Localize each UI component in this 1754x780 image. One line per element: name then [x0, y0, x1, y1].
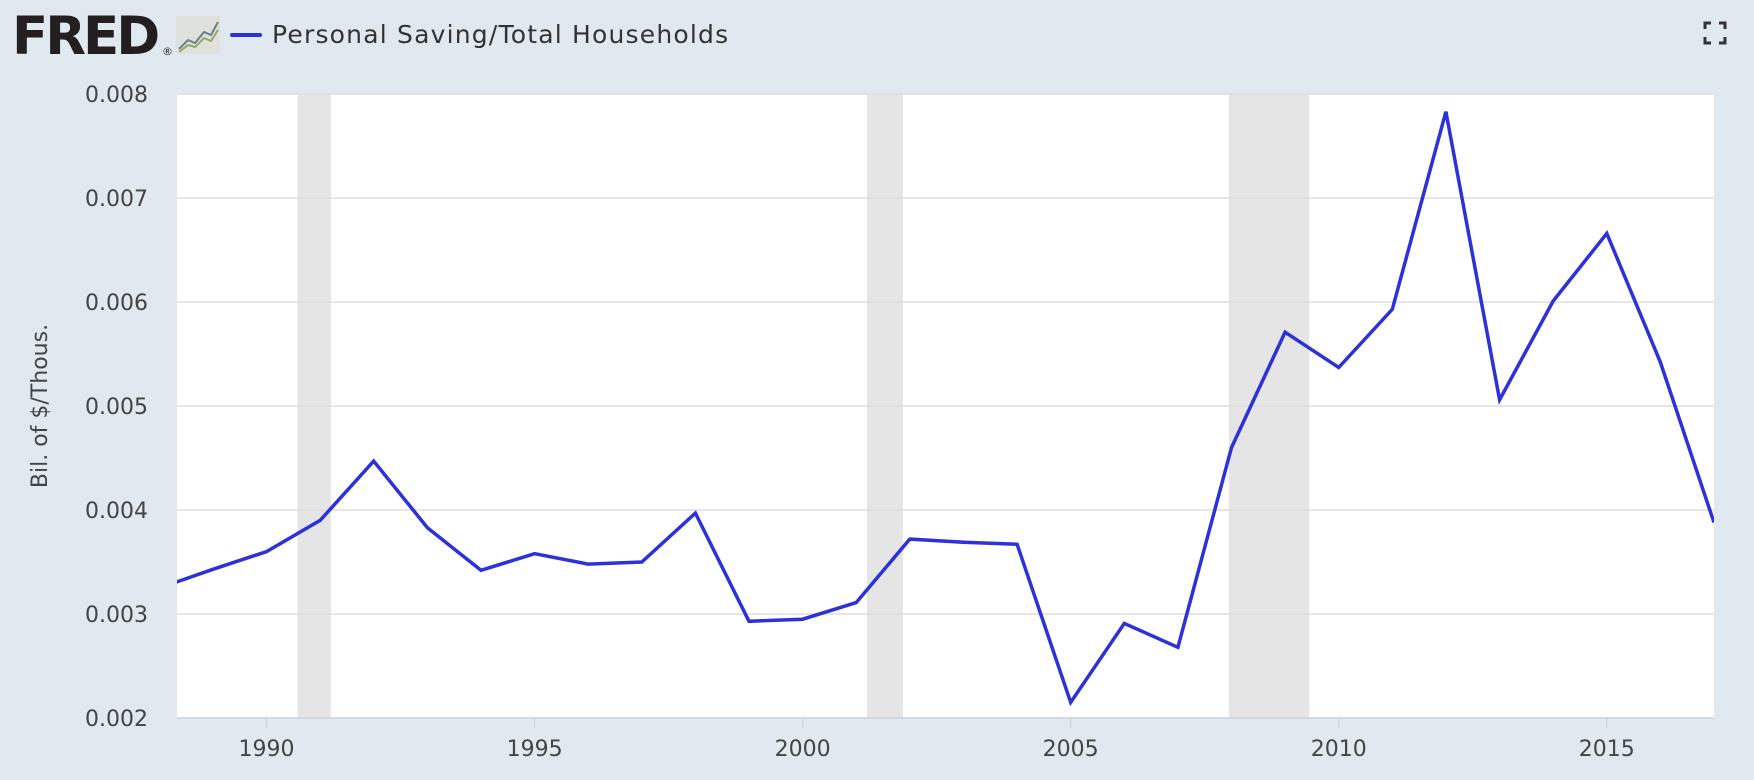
legend-label: Personal Saving/Total Households — [272, 20, 730, 49]
y-tick-label: 0.004 — [85, 499, 148, 524]
series-group — [177, 111, 1714, 707]
x-tick-label: 2010 — [1311, 737, 1367, 762]
y-axis-title: Bil. of $/Thous. — [28, 324, 53, 488]
fred-logo[interactable]: FRED — [12, 6, 160, 67]
chart-header: FRED ® Personal Saving/Total Households — [0, 0, 1754, 80]
x-tick-label: 1995 — [507, 737, 563, 762]
y-tick-label: 0.006 — [85, 291, 148, 316]
line-chart-icon — [176, 16, 220, 54]
x-tick-label: 2015 — [1579, 737, 1635, 762]
x-tick-label: 1990 — [239, 737, 295, 762]
x-tick-label: 2000 — [775, 737, 831, 762]
y-tick-label: 0.007 — [85, 187, 148, 212]
fullscreen-icon[interactable] — [1702, 20, 1728, 46]
y-tick-label: 0.003 — [85, 603, 148, 628]
y-tick-label: 0.002 — [85, 707, 148, 732]
x-axis: 1990 1995 2000 2005 2010 2015 — [177, 717, 1714, 762]
legend-swatch — [230, 33, 262, 37]
x-tick-label: 2005 — [1043, 737, 1099, 762]
y-tick-label: 0.008 — [85, 83, 148, 108]
gridlines — [177, 93, 1714, 719]
series-line — [177, 111, 1714, 707]
y-tick-label: 0.005 — [85, 395, 148, 420]
fred-registered-mark: ® — [162, 45, 173, 58]
y-axis: 0.002 0.003 0.004 0.005 0.006 0.007 0.008 — [85, 83, 148, 732]
